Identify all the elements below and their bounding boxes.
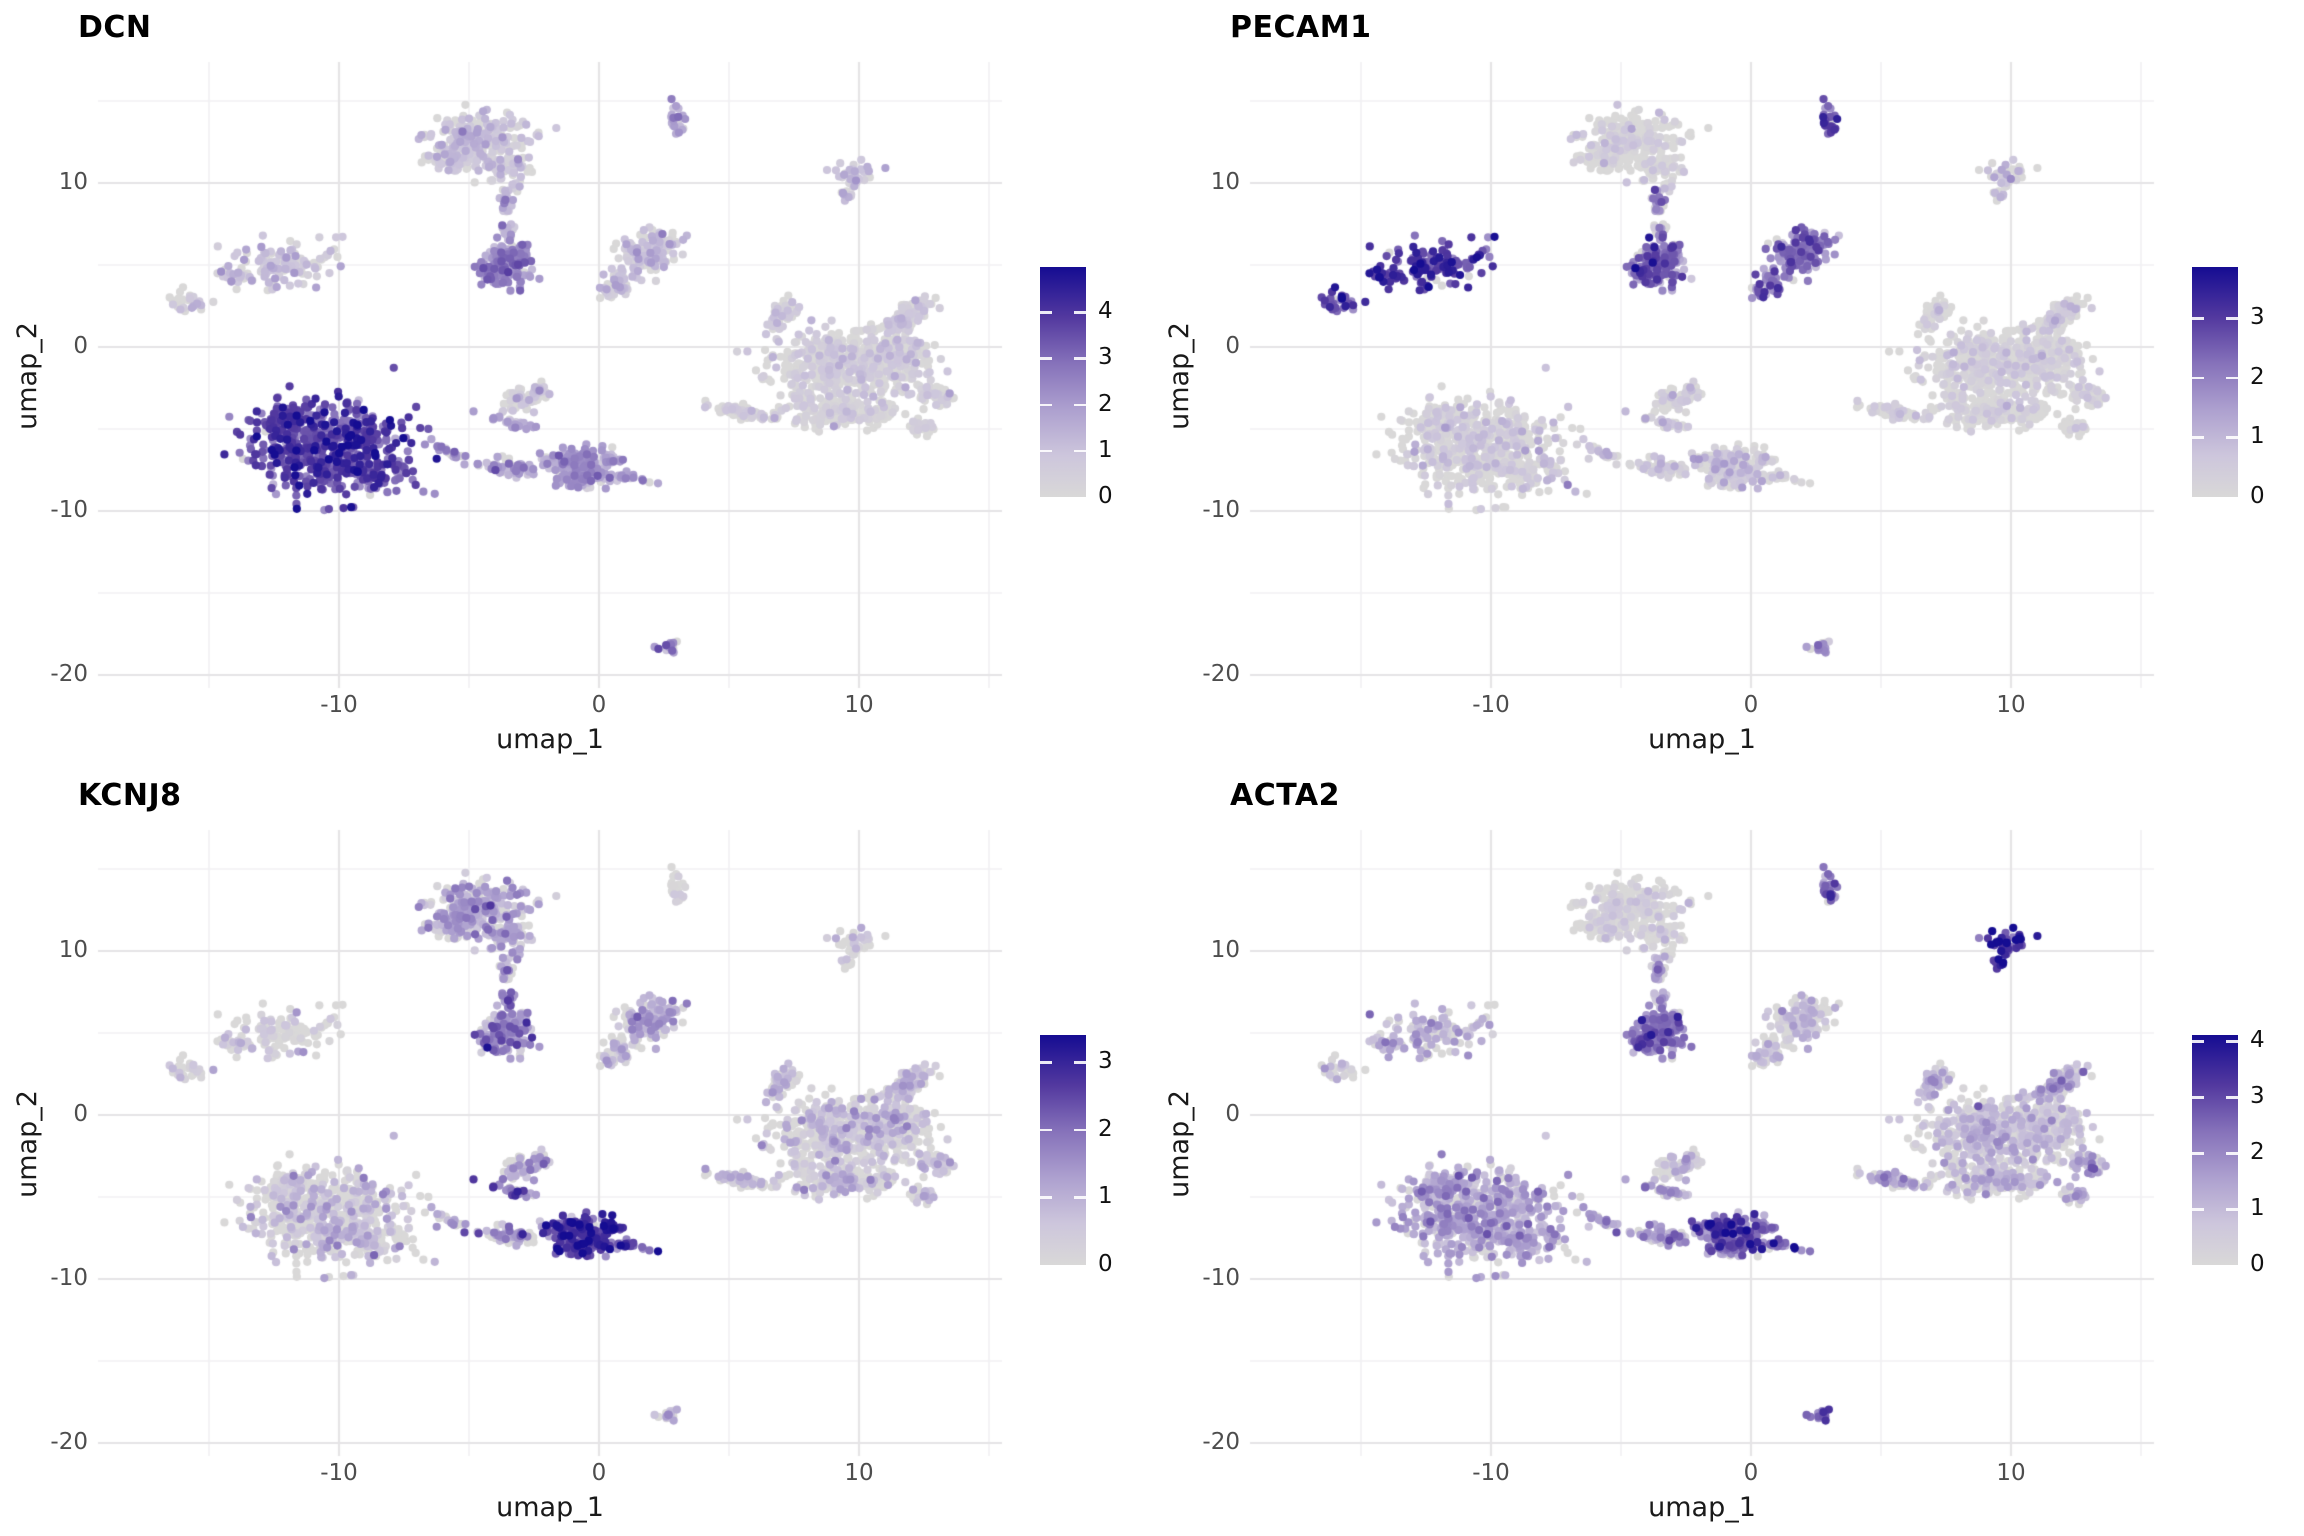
- y-axis-title: umap_2: [12, 322, 43, 430]
- x-tick-label: -10: [1472, 1460, 1510, 1486]
- x-tick-label: 10: [1996, 692, 2026, 718]
- y-tick-label: -10: [50, 497, 88, 523]
- x-axis-title: umap_1: [1648, 724, 1756, 755]
- panel-title: PECAM1: [1230, 10, 1372, 45]
- x-tick-label: -10: [320, 1460, 358, 1486]
- colorbar-tick-label: 1: [2250, 423, 2265, 450]
- expression-colorbar: [1040, 267, 1086, 497]
- colorbar-tick-mark: [1040, 1128, 1052, 1132]
- colorbar-tick-mark: [2226, 1208, 2238, 1211]
- colorbar-tick-mark: [1074, 357, 1086, 360]
- colorbar-tick-label: 0: [1098, 1251, 1113, 1277]
- y-tick-label: 0: [73, 1101, 88, 1127]
- y-tick-label: -20: [1202, 1429, 1240, 1455]
- colorbar-tick-mark: [2192, 436, 2204, 439]
- colorbar-tick-mark: [1040, 357, 1052, 360]
- colorbar-tick-mark: [2226, 376, 2238, 380]
- colorbar-tick-mark: [1074, 403, 1086, 407]
- y-tick-label: -10: [50, 1265, 88, 1291]
- x-tick-label: -10: [1472, 692, 1510, 718]
- y-tick-label: 10: [1210, 169, 1240, 195]
- expression-colorbar: [2192, 1035, 2238, 1265]
- colorbar-tick-mark: [1040, 1196, 1052, 1199]
- colorbar-tick-label: 2: [2250, 363, 2265, 390]
- x-tick-label: 0: [1743, 1460, 1759, 1486]
- colorbar-tick-label: 2: [2250, 1139, 2265, 1166]
- x-tick-label: 0: [591, 692, 607, 718]
- colorbar-tick-label: 2: [1098, 1115, 1113, 1142]
- colorbar-tick-mark: [2192, 376, 2204, 380]
- y-tick-label: 0: [1225, 333, 1240, 359]
- colorbar-tick-mark: [1040, 403, 1052, 407]
- umap-scatter-canvas: [0, 0, 1152, 768]
- y-tick-label: 0: [1225, 1101, 1240, 1127]
- colorbar-tick-label: 4: [2250, 1027, 2265, 1054]
- y-axis-title: umap_2: [1164, 1090, 1195, 1198]
- y-tick-label: -20: [50, 1429, 88, 1455]
- x-axis-title: umap_1: [496, 1492, 604, 1523]
- panel-title: KCNJ8: [78, 778, 182, 813]
- colorbar-tick-label: 1: [1098, 436, 1113, 463]
- colorbar-tick-mark: [2192, 317, 2204, 320]
- colorbar-tick-mark: [1074, 311, 1086, 314]
- colorbar-tick-mark: [1040, 311, 1052, 314]
- colorbar-tick-label: 1: [2250, 1195, 2265, 1222]
- colorbar-tick-label: 4: [1098, 298, 1113, 325]
- colorbar-tick-label: 3: [2250, 304, 2265, 331]
- x-tick-label: 0: [1743, 692, 1759, 718]
- y-tick-label: 10: [58, 169, 88, 195]
- y-tick-label: 0: [73, 333, 88, 359]
- expression-colorbar: [1040, 1035, 1086, 1265]
- colorbar-tick-label: 3: [2250, 1083, 2265, 1110]
- colorbar-tick-mark: [2192, 1152, 2204, 1155]
- colorbar-tick-mark: [2192, 1040, 2204, 1043]
- umap-scatter-canvas: [1152, 768, 2304, 1536]
- colorbar-tick-mark: [2226, 317, 2238, 320]
- y-axis-title: umap_2: [1164, 322, 1195, 430]
- expression-colorbar: [2192, 267, 2238, 497]
- umap-scatter-canvas: [0, 768, 1152, 1536]
- x-tick-label: -10: [320, 692, 358, 718]
- colorbar-tick-mark: [2192, 1208, 2204, 1211]
- y-axis-title: umap_2: [12, 1090, 43, 1198]
- y-tick-label: 10: [1210, 937, 1240, 963]
- colorbar-tick-mark: [1040, 1061, 1052, 1064]
- colorbar-tick-mark: [1074, 1128, 1086, 1132]
- colorbar-tick-mark: [1074, 449, 1086, 453]
- y-tick-label: -20: [50, 661, 88, 687]
- colorbar-tick-label: 1: [1098, 1183, 1113, 1210]
- colorbar-tick-mark: [1040, 449, 1052, 453]
- colorbar-tick-mark: [2192, 1096, 2204, 1099]
- colorbar-tick-mark: [1074, 1196, 1086, 1199]
- colorbar-tick-label: 0: [2250, 483, 2265, 509]
- panel-title: ACTA2: [1230, 778, 1340, 813]
- colorbar-tick-label: 0: [2250, 1251, 2265, 1277]
- colorbar-tick-mark: [2226, 1096, 2238, 1099]
- umap-scatter-canvas: [1152, 0, 2304, 768]
- colorbar-tick-label: 3: [1098, 1048, 1113, 1075]
- colorbar-tick-label: 3: [1098, 344, 1113, 371]
- colorbar-tick-mark: [1074, 1061, 1086, 1064]
- x-tick-label: 10: [1996, 1460, 2026, 1486]
- colorbar-tick-mark: [2226, 436, 2238, 439]
- y-tick-label: -10: [1202, 1265, 1240, 1291]
- colorbar-tick-mark: [2226, 1152, 2238, 1155]
- y-tick-label: 10: [58, 937, 88, 963]
- y-tick-label: -10: [1202, 497, 1240, 523]
- panel-title: DCN: [78, 10, 152, 45]
- colorbar-tick-mark: [2226, 1040, 2238, 1043]
- x-axis-title: umap_1: [1648, 1492, 1756, 1523]
- colorbar-tick-label: 0: [1098, 483, 1113, 509]
- x-axis-title: umap_1: [496, 724, 604, 755]
- colorbar-tick-label: 2: [1098, 390, 1113, 417]
- x-tick-label: 0: [591, 1460, 607, 1486]
- x-tick-label: 10: [844, 692, 874, 718]
- x-tick-label: 10: [844, 1460, 874, 1486]
- y-tick-label: -20: [1202, 661, 1240, 687]
